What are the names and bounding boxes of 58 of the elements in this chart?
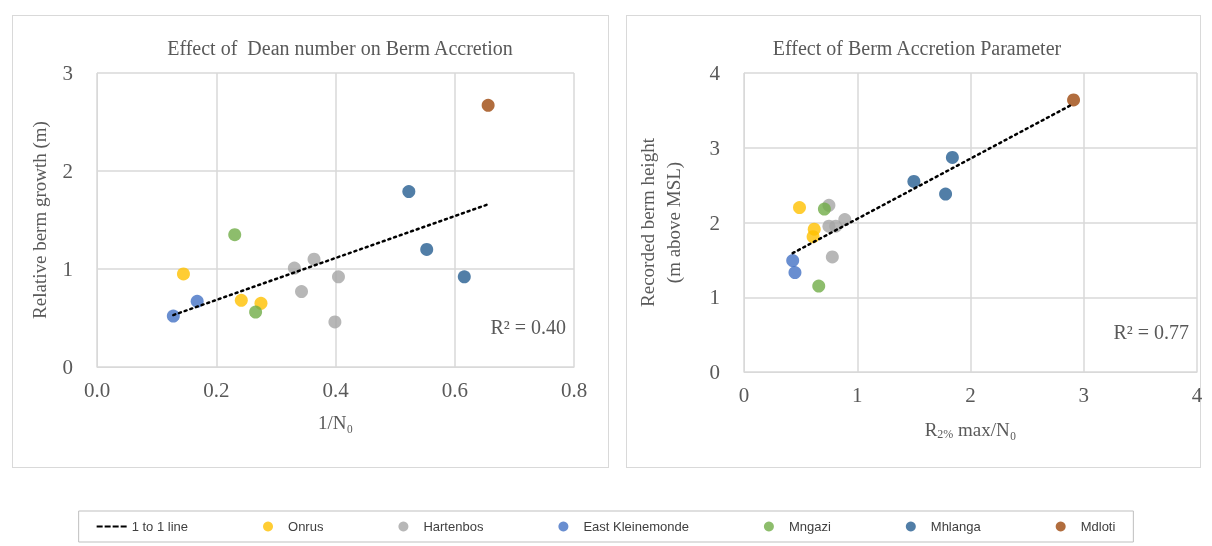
y-tick-label: 3 xyxy=(709,135,720,160)
point xyxy=(939,187,953,201)
x-tick-label: 3 xyxy=(1078,382,1089,407)
x-tick-label: 0.8 xyxy=(560,377,588,402)
point xyxy=(234,293,248,307)
point xyxy=(420,242,434,256)
legend-label: Hartenbos xyxy=(423,519,484,534)
point xyxy=(945,150,959,164)
point xyxy=(295,285,309,299)
point xyxy=(786,254,800,268)
point xyxy=(481,98,495,112)
point xyxy=(793,201,806,215)
x-tick-label: 0.0 xyxy=(83,377,111,402)
legend-label: Onrus xyxy=(288,519,324,534)
x-tick-label: 0 xyxy=(738,382,750,407)
x-tick-label: 2 xyxy=(965,382,976,407)
y-tick-label: 1 xyxy=(709,285,720,310)
point xyxy=(788,266,802,280)
x-tick-label: 0.6 xyxy=(441,377,468,402)
y-tick-label: 0 xyxy=(62,355,73,379)
point xyxy=(166,309,180,323)
chart-title: Effect of Berm Accretion Parameter xyxy=(772,37,1062,59)
annotation: R² = 0.77 xyxy=(1113,321,1190,343)
x-tick-label: 4 xyxy=(1191,382,1203,407)
legend-label: Mhlanga xyxy=(930,519,982,534)
point xyxy=(907,174,921,188)
point xyxy=(825,250,839,264)
legend-label: 1 to 1 line xyxy=(131,519,189,534)
annotation: R² = 0.40 xyxy=(490,316,567,338)
point xyxy=(331,270,345,284)
point xyxy=(402,185,416,199)
y-axis-title: Relative berm growth (m) xyxy=(28,121,51,319)
point xyxy=(806,230,820,244)
point xyxy=(307,252,321,266)
y-tick-label: 3 xyxy=(62,61,73,85)
y-tick-label: 4 xyxy=(709,61,721,85)
x-tick-label: 0.4 xyxy=(322,377,350,402)
x-axis-title: 1/N₀ xyxy=(317,412,354,433)
legend-label: Mdloti xyxy=(1080,519,1116,534)
point xyxy=(249,305,263,319)
y-tick-label: 0 xyxy=(709,360,720,384)
point xyxy=(176,267,190,281)
y-axis-title: Recorded berm height (m above MSL) xyxy=(636,137,685,307)
point xyxy=(812,279,826,293)
legend-label: Mngazi xyxy=(788,519,831,534)
point xyxy=(228,228,242,242)
x-tick-label: 1 xyxy=(852,382,863,407)
y-tick-label: 1 xyxy=(62,257,73,281)
point xyxy=(457,270,471,284)
y-tick-label: 2 xyxy=(709,210,720,235)
chart-title: Effect of Dean number on Berm Accretion xyxy=(167,37,513,59)
legend-label: East Kleinemonde xyxy=(583,519,689,534)
x-tick-label: 0.2 xyxy=(203,377,230,402)
point xyxy=(1067,93,1081,107)
y-tick-label: 2 xyxy=(62,159,73,183)
point xyxy=(838,213,852,227)
point xyxy=(328,315,342,329)
point xyxy=(817,202,831,216)
